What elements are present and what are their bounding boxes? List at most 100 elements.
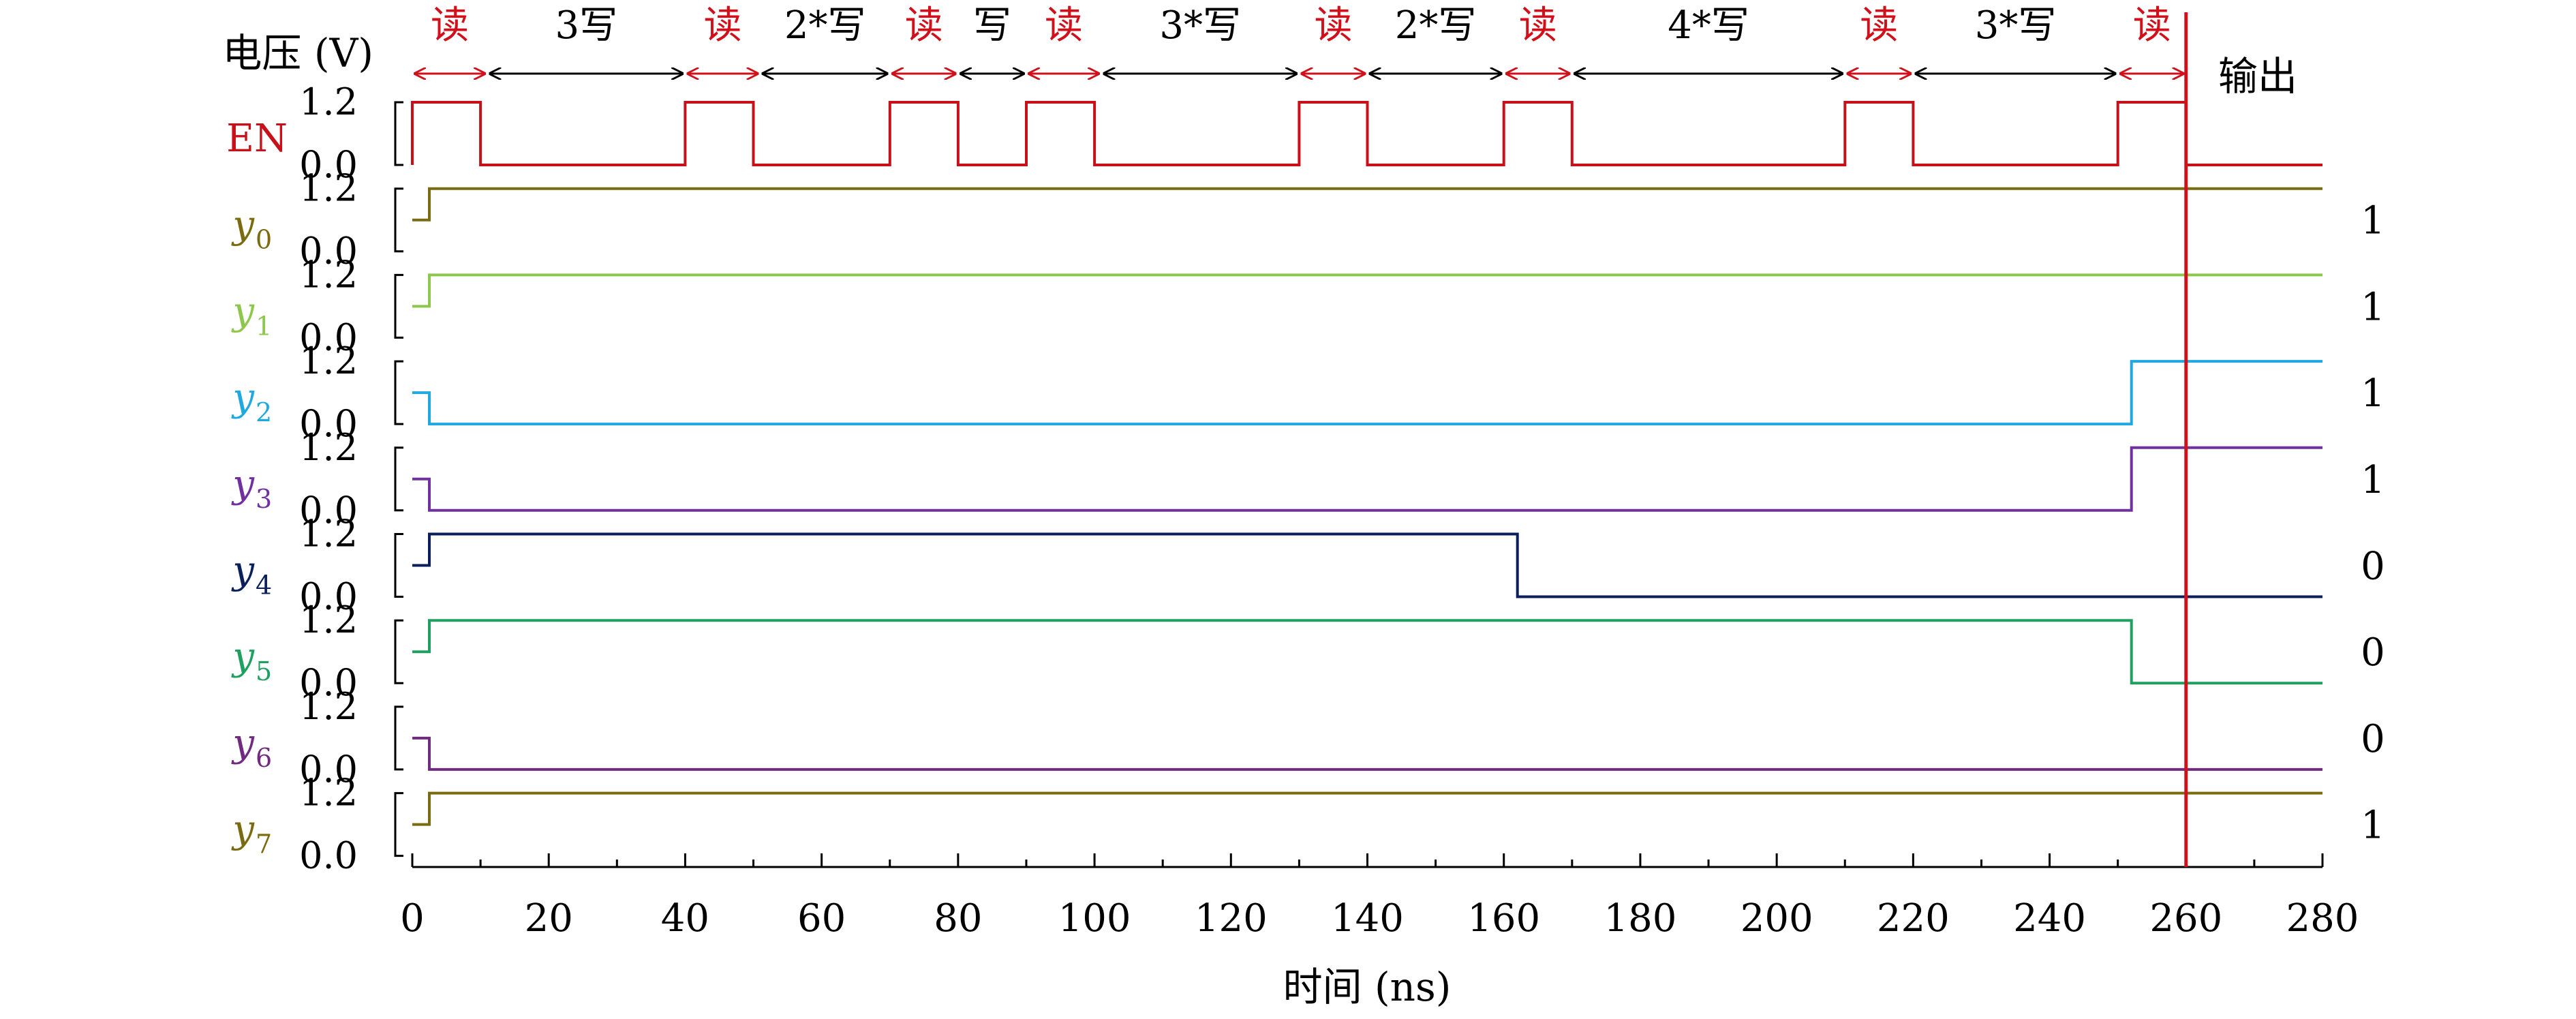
phase-label: 3*写 [1159,3,1241,48]
x-tick-label: 180 [1604,896,1676,941]
output-value: 1 [2361,458,2385,502]
output-value: 0 [2361,717,2385,761]
series-line [412,532,2322,598]
phase-label: 读 [1860,3,1898,48]
y-tick-label: 0.0 [299,748,358,791]
series-label: EN [226,117,288,161]
y-tick-label: 0.0 [299,834,358,877]
phase-label: 读 [431,3,469,48]
series-label-subscript: 1 [256,311,272,341]
series-y7: y 7 1.2 0.0 1 [230,772,2385,877]
output-value: 1 [2361,285,2385,329]
y-tick-label: 1.2 [299,253,358,296]
phase-write: 3写 [490,3,682,74]
x-tick-label: 20 [525,896,573,941]
series-y4: y 4 1.2 0.0 0 [230,513,2385,618]
y-tick-label: 1.2 [299,167,358,210]
series-label-subscript: 7 [256,830,272,860]
series-line [412,273,2322,308]
y-tick-label: 0.0 [299,575,358,618]
series-label: y [230,376,255,420]
series-y5: y 5 1.2 0.0 0 [230,598,2385,704]
y-axis-bracket [394,705,403,771]
series-label: y [230,635,255,679]
phase-label: 读 [1045,3,1083,48]
x-tick-label: 200 [1741,896,1813,941]
phase-read: 读 [1029,3,1099,74]
series-line [411,101,2322,166]
series-label-subscript: 0 [256,225,272,255]
series-line [412,736,2322,771]
series-y2: y 2 1.2 0.0 1 [230,339,2385,445]
series-y1: y 11.20.01 [230,253,2385,359]
x-tick-label: 260 [2149,896,2222,941]
y-axis-bracket [394,533,403,598]
x-tick-label: 240 [2013,896,2086,941]
phase-label: 写 [973,3,1011,48]
series-y3: y 3 1.2 0.0 1 [230,426,2385,532]
y-axis-bracket [394,273,403,339]
x-axis-label: 时间 (ns) [1283,964,1452,1010]
y-tick-label: 0.0 [299,143,358,186]
phase-read: 读 [1507,3,1569,74]
series-label: y [230,808,255,852]
phase-write: 3*写 [1916,3,2115,74]
phase-read: 读 [1847,3,1910,74]
x-tick-label: 60 [797,896,846,941]
series-label-subscript: 5 [256,656,272,686]
x-tick-label: 220 [1877,896,1950,941]
output-value: 1 [2361,371,2385,416]
x-tick-label: 120 [1195,896,1268,941]
y-tick-label: 0.0 [299,661,358,704]
series-line [412,446,2322,512]
y-axis-bracket [394,619,403,684]
phase-label: 读 [1314,3,1352,48]
phase-read: 读 [2121,3,2183,74]
series-line [412,619,2322,685]
x-tick-label: 280 [2286,896,2359,941]
phase-read: 读 [415,3,485,74]
phase-label: 3*写 [1975,3,2057,48]
y-tick-label: 0.0 [299,316,358,359]
y-tick-label: 0.0 [299,402,358,445]
phase-write: 2*写 [763,3,887,74]
y-axis-bracket [394,446,403,512]
x-tick-label: 0 [400,896,425,941]
phase-write: 2*写 [1370,3,1501,74]
phase-write: 3*写 [1104,3,1296,74]
x-tick-label: 80 [934,896,982,941]
phase-read: 读 [688,3,757,74]
output-value: 0 [2361,545,2385,589]
y-axis-bracket [394,792,403,857]
series-label: y [230,462,255,506]
phase-annotations: 读 3写读 2*写读写读 3*写读 2*写读 4*写读 3*写读 [415,3,2183,74]
output-value: 1 [2361,199,2385,243]
y-axis-bracket [394,101,403,166]
phase-label: 读 [1519,3,1557,48]
y-tick-label: 0.0 [299,230,358,273]
x-tick-label: 100 [1058,896,1131,941]
series-line [412,360,2322,426]
y-tick-label: 1.2 [299,772,358,815]
phase-write: 写 [961,3,1024,74]
series-label-subscript: 6 [256,743,272,773]
y-axis-label: 电压 (V) [222,30,373,76]
series-label-subscript: 4 [256,571,272,600]
series-line [412,791,2322,826]
phase-label: 4*写 [1668,3,1749,48]
y-tick-label: 1.2 [299,598,358,641]
phase-label: 读 [2133,3,2171,48]
y-axis-bracket [394,187,403,253]
series-y0: y 0 1.2 0.0 1 [230,167,2385,273]
phase-label: 读 [703,3,741,48]
phase-label: 读 [905,3,943,48]
series-label: y [230,289,255,333]
y-axis-bracket [394,360,403,425]
y-tick-label: 1.2 [299,426,358,469]
y-tick-label: 0.0 [299,489,358,532]
y-tick-label: 1.2 [299,513,358,556]
phase-label: 3写 [555,3,617,48]
series-label: y [230,549,255,593]
output-label: 输出 [2218,53,2297,100]
